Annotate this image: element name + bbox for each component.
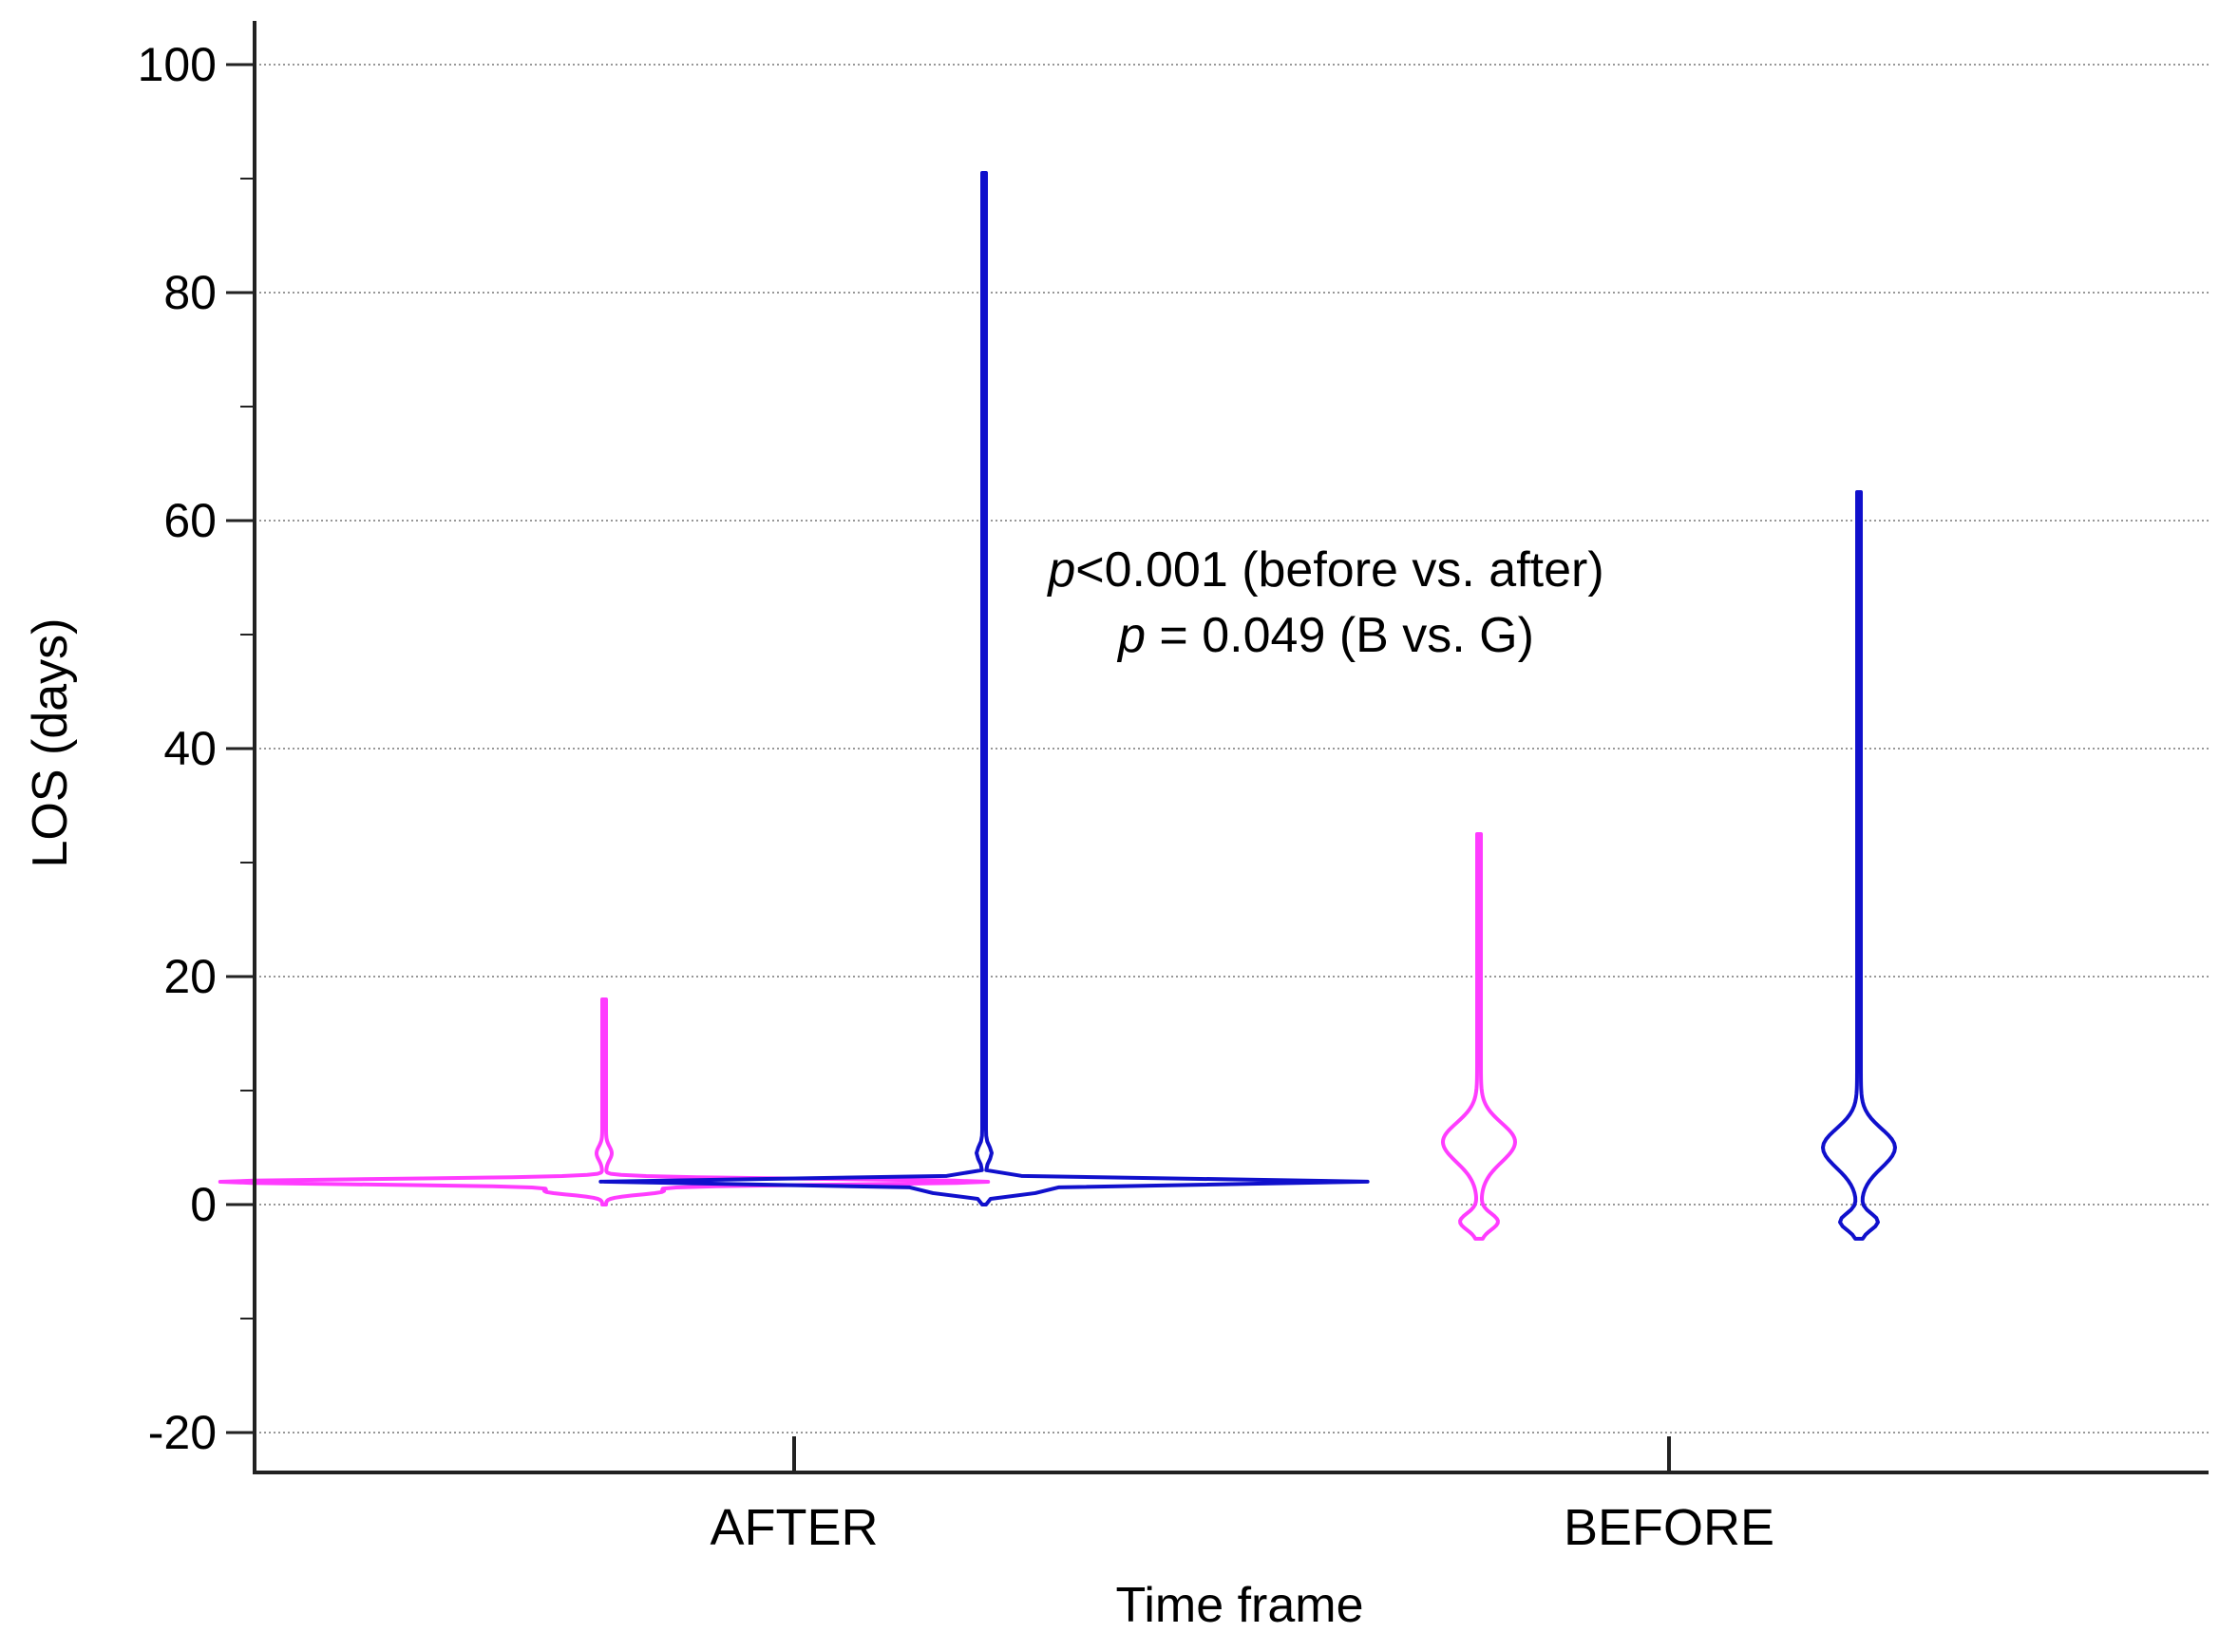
y-tick-label: 20 xyxy=(163,950,217,1003)
y-axis-title: LOS (days) xyxy=(23,618,78,868)
y-tick-label: 60 xyxy=(163,494,217,547)
axes xyxy=(253,21,2209,1474)
violin-before-b xyxy=(1441,832,1517,1241)
y-tick-label: 40 xyxy=(163,722,217,775)
x-axis-title: Time frame xyxy=(1116,1578,1364,1633)
y-tick-label: 100 xyxy=(138,38,217,91)
y-tick-label: 0 xyxy=(190,1178,217,1231)
violin-after-g xyxy=(598,171,1370,1206)
x-axis-categories: AFTER BEFORE xyxy=(710,1436,1774,1556)
y-tick-label: -20 xyxy=(148,1406,217,1459)
p-value-before-after: p<0.001 (before vs. after) xyxy=(1046,542,1603,598)
x-category-label: AFTER xyxy=(710,1499,878,1556)
violin-plots xyxy=(218,171,1897,1241)
violin-after-b xyxy=(218,997,991,1206)
y-axis-ticks: -20 0 20 40 60 80 100 xyxy=(138,38,255,1459)
y-tick-label: 80 xyxy=(163,266,217,319)
violin-before-g xyxy=(1821,490,1897,1241)
x-category-label: BEFORE xyxy=(1564,1499,1774,1556)
gridlines xyxy=(255,64,2209,1434)
p-value-b-vs-g: p = 0.049 (B vs. G) xyxy=(1116,608,1534,663)
